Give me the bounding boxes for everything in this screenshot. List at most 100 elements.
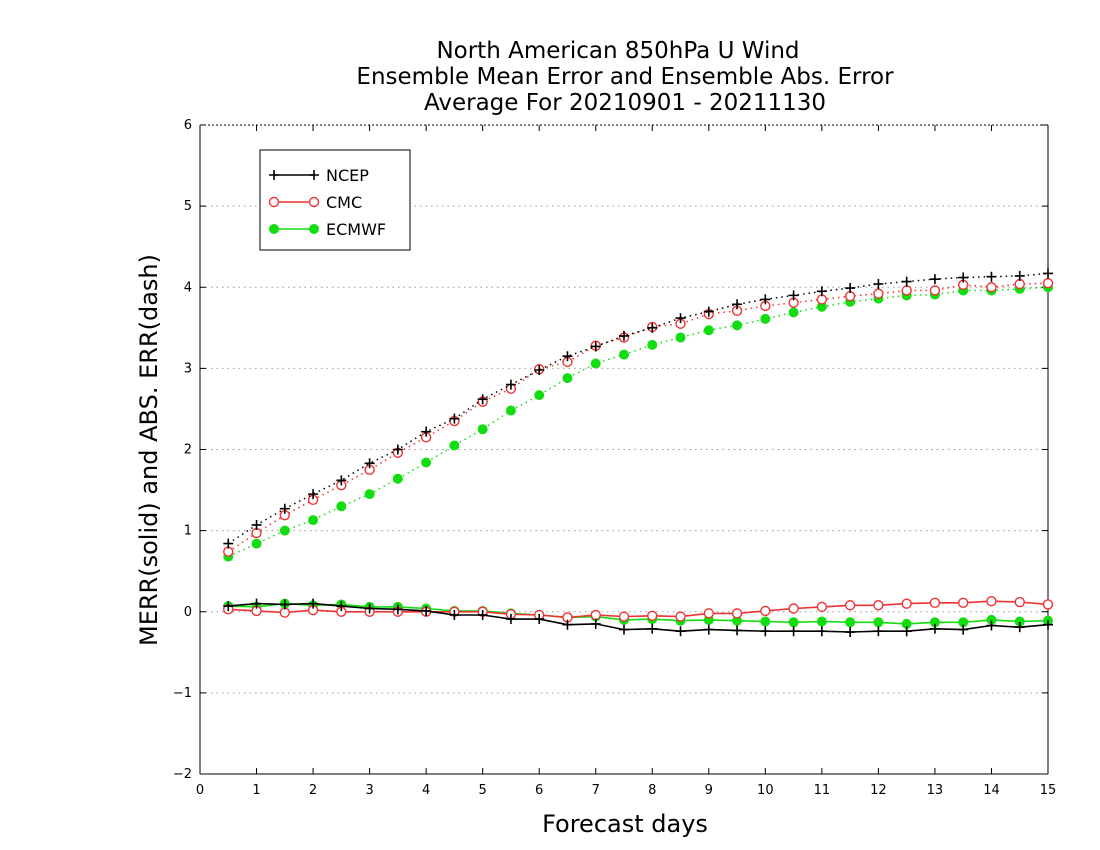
ecmwf-mean-error-point	[873, 617, 884, 628]
ncep-mean-error-point	[901, 626, 912, 637]
ncep-abs-error-point	[279, 503, 290, 514]
cmc-abs-error-line	[227, 282, 1049, 553]
y-axis-label: MERR(solid) and ABS. ERR(dash)	[135, 254, 163, 646]
legend-marker-ecmwf	[269, 224, 279, 234]
ncep-mean-error-point	[279, 599, 290, 610]
ncep-abs-error-point	[703, 306, 714, 317]
y-tick-label: 0	[184, 605, 192, 620]
ncep-abs-error-point	[421, 426, 432, 437]
legend-item-cmc: CMC	[268, 193, 362, 212]
ecmwf-abs-error-point	[392, 473, 403, 484]
ncep-abs-error-point	[675, 313, 686, 324]
ncep-mean-error-point	[1043, 619, 1053, 630]
cmc-mean-error-point	[731, 608, 743, 619]
ncep-abs-error-point	[364, 458, 375, 469]
ncep-abs-error-point	[590, 341, 601, 352]
ncep-abs-error-point	[958, 272, 969, 283]
ncep-abs-error-point	[901, 276, 912, 287]
cmc-mean-error-point	[647, 610, 658, 622]
cmc-mean-error-point	[675, 611, 686, 622]
y-tick-label: 5	[184, 199, 192, 214]
cmc-mean-error-point	[760, 605, 771, 617]
title-line-3: Average For 20210901 - 20211130	[424, 90, 826, 116]
ncep-mean-error-point	[223, 601, 234, 612]
ecmwf-abs-error-series	[223, 282, 1053, 562]
ecmwf-mean-error-point	[845, 617, 856, 628]
cmc-abs-error-series	[223, 277, 1054, 557]
ncep-abs-error-point	[929, 274, 940, 285]
ncep-mean-error-point	[788, 626, 799, 637]
ncep-mean-error-point	[703, 624, 714, 635]
y-tick-label: 6	[184, 118, 192, 133]
x-tick-label: 13	[927, 783, 944, 798]
x-axis-label: Forecast days	[542, 810, 708, 838]
cmc-mean-error-point	[873, 600, 884, 611]
cmc-abs-error-point	[1042, 277, 1054, 289]
ecmwf-abs-error-point	[732, 320, 743, 331]
y-tick-label: −1	[173, 686, 192, 701]
cmc-abs-error-point	[901, 285, 912, 296]
ncep-mean-error-point	[958, 624, 969, 635]
ncep-mean-error-point	[251, 598, 262, 609]
ecmwf-mean-error-point	[816, 616, 827, 627]
ncep-abs-error-point	[986, 271, 997, 282]
x-tick-label: 2	[309, 783, 317, 798]
x-tick-label: 3	[365, 783, 373, 798]
ncep-abs-error-point	[251, 519, 262, 530]
ncep-mean-error-point	[421, 605, 432, 616]
legend-item-ecmwf: ECMWF	[269, 220, 386, 239]
ncep-mean-error-point	[449, 609, 460, 620]
cmc-abs-error-point	[986, 282, 997, 293]
ncep-abs-error-point	[534, 364, 545, 375]
ecmwf-abs-error-point	[279, 525, 290, 536]
ecmwf-abs-error-point	[788, 307, 799, 318]
ncep-abs-error-point	[873, 279, 884, 290]
legend-label-cmc: CMC	[326, 193, 362, 212]
ncep-abs-error-point	[760, 294, 771, 305]
x-tick-label: 5	[479, 783, 487, 798]
ncep-mean-error-point	[675, 626, 686, 637]
cmc-mean-error-point	[788, 603, 799, 614]
ncep-abs-error-point	[392, 444, 403, 455]
ecmwf-abs-error-point	[308, 515, 319, 526]
ncep-mean-error-point	[1014, 622, 1025, 633]
legend-marker-ncep	[309, 170, 319, 180]
x-tick-label: 1	[252, 783, 260, 798]
legend-label-ecmwf: ECMWF	[326, 220, 386, 239]
ncep-abs-error-point	[1043, 268, 1053, 279]
ncep-mean-error-point	[505, 614, 516, 625]
ecmwf-abs-error-point	[505, 405, 516, 416]
ecmwf-abs-error-point	[703, 325, 714, 336]
ncep-abs-error-point	[816, 286, 827, 297]
plot-series	[223, 268, 1054, 638]
ncep-mean-error-point	[336, 601, 347, 612]
ecmwf-abs-error-point	[477, 424, 488, 435]
ecmwf-mean-error-point	[788, 617, 799, 628]
ncep-abs-error-point	[505, 379, 516, 390]
cmc-mean-error-point	[618, 611, 630, 622]
ncep-mean-error-point	[732, 625, 743, 636]
y-tick-label: 3	[184, 361, 192, 376]
ncep-mean-error-point	[590, 618, 601, 629]
ncep-mean-error-point	[986, 620, 997, 631]
ecmwf-abs-error-point	[816, 301, 827, 312]
ecmwf-abs-error-point	[619, 349, 629, 360]
ecmwf-abs-error-point	[421, 457, 432, 468]
legend-marker-ncep	[269, 170, 279, 180]
cmc-mean-error-point	[1042, 599, 1054, 610]
cmc-mean-error-series	[223, 596, 1054, 623]
x-tick-label: 8	[648, 783, 656, 798]
ecmwf-mean-error-point	[958, 617, 969, 628]
ecmwf-abs-error-point	[562, 373, 573, 384]
cmc-abs-error-point	[873, 288, 884, 299]
legend: NCEP CMC ECMWF	[259, 149, 411, 251]
ecmwf-mean-error-point	[901, 618, 912, 629]
x-tick-label: 6	[535, 783, 543, 798]
cmc-mean-error-point	[590, 609, 601, 621]
cmc-mean-error-point	[816, 601, 828, 613]
x-tick-label: 11	[814, 783, 831, 798]
x-tick-label: 9	[705, 783, 713, 798]
cmc-mean-error-point	[703, 608, 714, 619]
ecmwf-mean-error-point	[986, 614, 997, 625]
